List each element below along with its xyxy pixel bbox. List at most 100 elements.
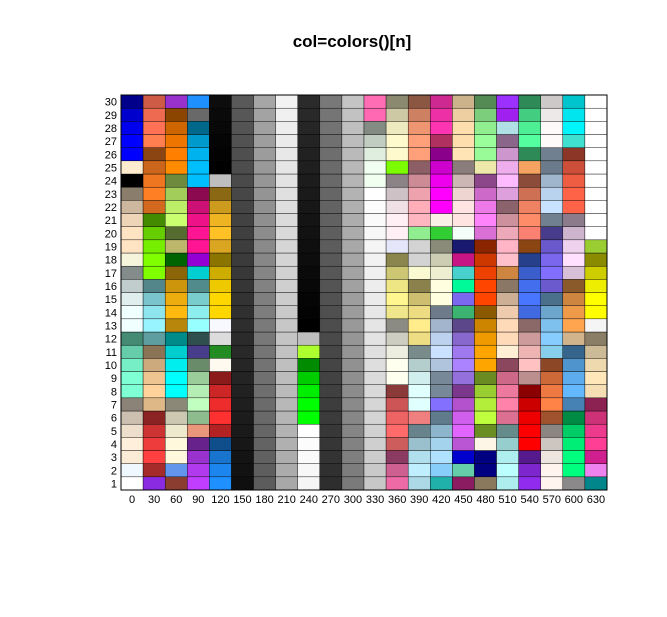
color-cell (563, 345, 585, 358)
x-tick-label: 90 (192, 494, 204, 506)
color-cell (121, 121, 143, 134)
color-cell (364, 358, 386, 371)
color-cell (298, 227, 320, 240)
color-cell (254, 372, 276, 385)
x-tick-label: 390 (410, 494, 428, 506)
color-cell (541, 227, 563, 240)
color-cell (298, 108, 320, 121)
color-cell (342, 227, 364, 240)
x-tick-label: 270 (322, 494, 340, 506)
y-tick-label: 16 (105, 281, 117, 293)
color-cell (497, 161, 519, 174)
color-cell (430, 148, 452, 161)
color-cell (563, 279, 585, 292)
color-cell (143, 411, 165, 424)
color-cell (474, 279, 496, 292)
color-cell (298, 253, 320, 266)
color-cell (519, 319, 541, 332)
color-cell (474, 319, 496, 332)
cell-grid (121, 95, 607, 490)
color-cell (585, 187, 607, 200)
color-cell (231, 385, 253, 398)
color-cell (430, 121, 452, 134)
color-cell (298, 266, 320, 279)
color-cell (209, 306, 231, 319)
color-cell (497, 464, 519, 477)
color-cell (121, 279, 143, 292)
color-cell (519, 135, 541, 148)
color-cell (386, 253, 408, 266)
y-tick-label: 3 (111, 452, 117, 464)
color-cell (364, 398, 386, 411)
color-cell (563, 200, 585, 213)
color-cell (364, 411, 386, 424)
color-cell (585, 372, 607, 385)
color-cell (187, 306, 209, 319)
color-cell (276, 135, 298, 148)
color-cell (121, 464, 143, 477)
color-cell (452, 187, 474, 200)
color-cell (430, 174, 452, 187)
color-cell (298, 451, 320, 464)
color-cell (254, 148, 276, 161)
color-cell (541, 358, 563, 371)
color-cell (541, 95, 563, 108)
color-cell (563, 240, 585, 253)
color-cell (187, 266, 209, 279)
color-cell (430, 477, 452, 490)
color-cell (474, 135, 496, 148)
color-cell (364, 464, 386, 477)
color-cell (430, 95, 452, 108)
color-cell (452, 161, 474, 174)
color-cell (430, 135, 452, 148)
color-cell (165, 358, 187, 371)
y-tick-label: 20 (105, 228, 117, 240)
color-cell (452, 253, 474, 266)
y-tick-label: 23 (105, 189, 117, 201)
color-cell (541, 148, 563, 161)
color-cell (143, 424, 165, 437)
color-cell (386, 306, 408, 319)
color-cell (386, 358, 408, 371)
color-cell (320, 240, 342, 253)
color-cell (563, 253, 585, 266)
color-cell (364, 424, 386, 437)
color-cell (519, 332, 541, 345)
color-cell (121, 306, 143, 319)
color-cell (408, 385, 430, 398)
color-cell (563, 358, 585, 371)
color-cell (342, 358, 364, 371)
color-cell (497, 253, 519, 266)
color-cell (187, 411, 209, 424)
color-cell (563, 95, 585, 108)
color-cell (121, 227, 143, 240)
color-cell (386, 437, 408, 450)
color-cell (165, 319, 187, 332)
color-cell (121, 187, 143, 200)
color-cell (298, 214, 320, 227)
color-cell (320, 253, 342, 266)
color-cell (320, 451, 342, 464)
color-cell (276, 398, 298, 411)
color-cell (143, 293, 165, 306)
color-cell (386, 279, 408, 292)
color-cell (452, 437, 474, 450)
color-cell (298, 319, 320, 332)
color-cell (541, 266, 563, 279)
color-cell (320, 266, 342, 279)
x-tick-label: 0 (129, 494, 135, 506)
color-cell (519, 240, 541, 253)
color-cell (430, 279, 452, 292)
color-cell (541, 398, 563, 411)
color-cell (497, 174, 519, 187)
color-cell (519, 437, 541, 450)
color-cell (474, 306, 496, 319)
color-cell (209, 214, 231, 227)
color-cell (298, 372, 320, 385)
color-cell (298, 293, 320, 306)
color-cell (474, 372, 496, 385)
color-cell (364, 293, 386, 306)
color-cell (298, 240, 320, 253)
y-tick-label: 17 (105, 268, 117, 280)
